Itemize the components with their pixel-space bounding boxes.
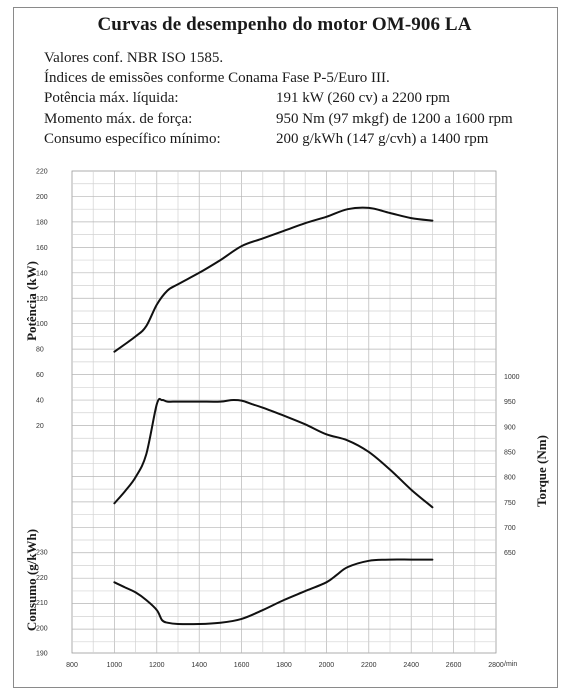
x-tick-label: 2200 xyxy=(361,662,377,669)
figure-frame xyxy=(13,7,558,688)
x-tick-label: 1800 xyxy=(276,662,292,669)
torque-tick-label: 650 xyxy=(504,550,516,557)
spec-label: Consumo específico mínimo: xyxy=(44,131,221,147)
consumption-tick-label: 200 xyxy=(36,625,48,632)
x-tick-label: 2000 xyxy=(319,662,335,669)
torque-tick-label: 700 xyxy=(504,525,516,532)
x-tick-label: 2800 xyxy=(488,662,504,669)
power-tick-label: 80 xyxy=(36,347,44,354)
spec-label: Índices de emissões conforme Conama Fase… xyxy=(44,70,390,86)
consumption-tick-label: 220 xyxy=(36,575,48,582)
spec-value: 191 kW (260 cv) a 2200 rpm xyxy=(276,90,450,106)
power-tick-label: 100 xyxy=(36,321,48,328)
x-tick-label: 1400 xyxy=(191,662,207,669)
torque-axis-title: Torque (Nm) xyxy=(534,435,549,507)
x-tick-label: 1600 xyxy=(234,662,250,669)
torque-tick-label: 1000 xyxy=(504,374,520,381)
consumption-tick-label: 230 xyxy=(36,550,48,557)
spec-value: 200 g/kWh (147 g/cvh) a 1400 rpm xyxy=(276,131,489,147)
spec-label: Valores conf. NBR ISO 1585. xyxy=(44,50,224,66)
power-tick-label: 180 xyxy=(36,219,48,226)
power-tick-label: 140 xyxy=(36,270,48,277)
x-axis-unit: /min xyxy=(504,661,517,668)
x-tick-label: 2600 xyxy=(446,662,462,669)
x-tick-label: 1200 xyxy=(149,662,165,669)
consumption-axis-title: Consumo (g/kWh) xyxy=(24,529,39,631)
consumption-curve xyxy=(113,558,434,626)
x-tick-label: 1000 xyxy=(107,662,123,669)
torque-curve xyxy=(113,397,434,509)
power-axis-title: Potência (kW) xyxy=(24,261,39,341)
torque-tick-label: 850 xyxy=(504,449,516,456)
power-tick-label: 60 xyxy=(36,372,44,379)
spec-value: 950 Nm (97 mkgf) de 1200 a 1600 rpm xyxy=(276,111,513,127)
power-tick-label: 160 xyxy=(36,245,48,252)
power-tick-label: 40 xyxy=(36,398,44,405)
power-tick-label: 200 xyxy=(36,194,48,201)
x-tick-label: 2400 xyxy=(403,662,419,669)
chart-title: Curvas de desempenho do motor OM-906 LA xyxy=(97,14,472,35)
power-tick-label: 20 xyxy=(36,423,44,430)
spec-label: Momento máx. de força: xyxy=(44,111,193,127)
torque-tick-label: 900 xyxy=(504,424,516,431)
torque-tick-label: 950 xyxy=(504,399,516,406)
power-tick-label: 220 xyxy=(36,169,48,176)
consumption-tick-label: 190 xyxy=(36,651,48,658)
power-tick-label: 120 xyxy=(36,296,48,303)
torque-tick-label: 800 xyxy=(504,475,516,482)
consumption-tick-label: 210 xyxy=(36,600,48,607)
spec-label: Potência máx. líquida: xyxy=(44,90,179,106)
power-curve xyxy=(113,206,434,353)
x-tick-label: 800 xyxy=(66,662,78,669)
torque-tick-label: 750 xyxy=(504,500,516,507)
